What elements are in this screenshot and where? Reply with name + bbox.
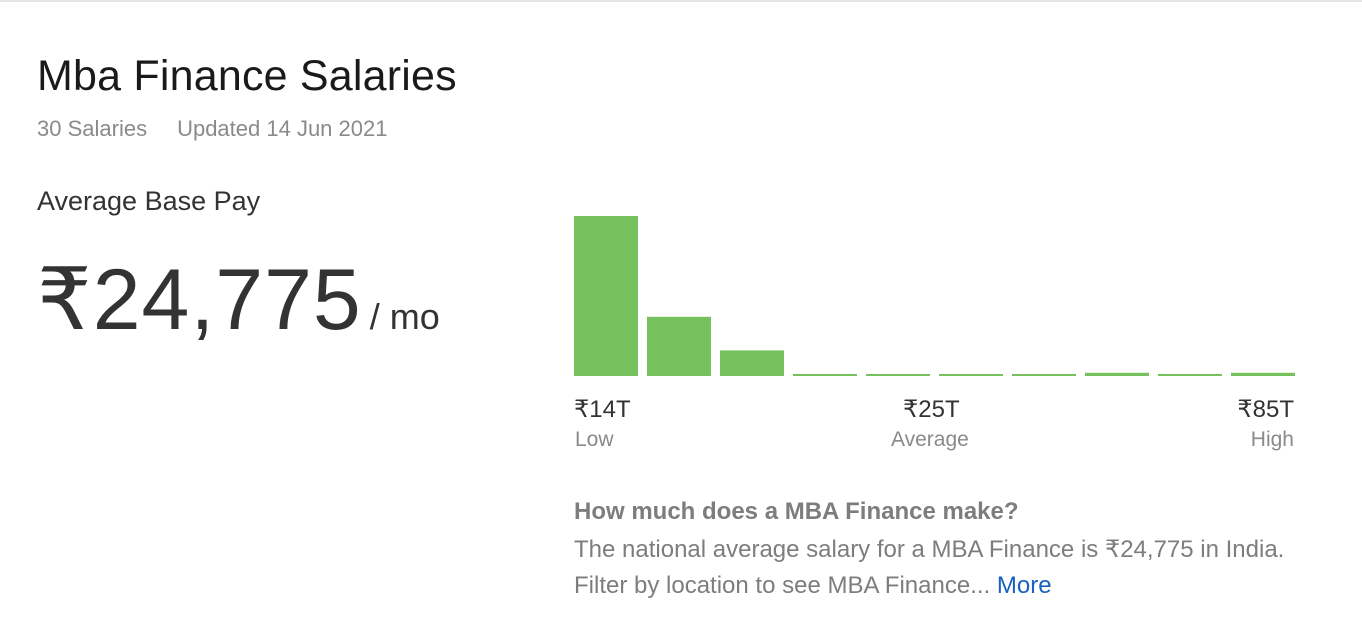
histogram-bar	[647, 316, 711, 376]
salary-faq: How much does a MBA Finance make? The na…	[574, 498, 1294, 604]
low-caption: Low	[575, 428, 614, 451]
pay-period-unit: / mo	[369, 296, 440, 337]
average-value-label: ₹25T	[903, 396, 960, 423]
histogram-bar	[939, 374, 1003, 376]
histogram-bar	[1085, 372, 1149, 376]
histogram-bar	[793, 374, 857, 376]
updated-date: Updated 14 Jun 2021	[177, 116, 388, 141]
histogram-bar	[574, 216, 638, 376]
salary-count: 30 Salaries	[37, 116, 148, 141]
faq-question: How much does a MBA Finance make?	[574, 498, 1019, 525]
salary-histogram	[574, 216, 1295, 376]
high-caption: High	[1250, 428, 1294, 451]
salary-meta: 30 Salaries Updated 14 Jun 2021	[37, 116, 387, 142]
faq-answer-text: The national average salary for a MBA Fi…	[574, 536, 1285, 599]
average-pay-value: ₹24,775/ mo	[37, 250, 440, 350]
histogram-bar	[720, 350, 784, 376]
average-caption: Average	[891, 428, 969, 451]
histogram-bar	[1158, 374, 1222, 376]
average-pay-amount: ₹24,775	[37, 252, 362, 348]
faq-answer: The national average salary for a MBA Fi…	[574, 532, 1294, 604]
more-link[interactable]: More	[996, 572, 1052, 599]
high-value-label: ₹85T	[1237, 396, 1294, 423]
top-divider	[0, 0, 1362, 2]
low-value-label: ₹14T	[574, 396, 631, 423]
histogram-bar	[1012, 374, 1076, 376]
histogram-bar	[1231, 372, 1295, 376]
page-title: Mba Finance Salaries	[37, 52, 457, 100]
average-base-pay-label: Average Base Pay	[37, 186, 261, 216]
histogram-bar	[866, 374, 930, 376]
